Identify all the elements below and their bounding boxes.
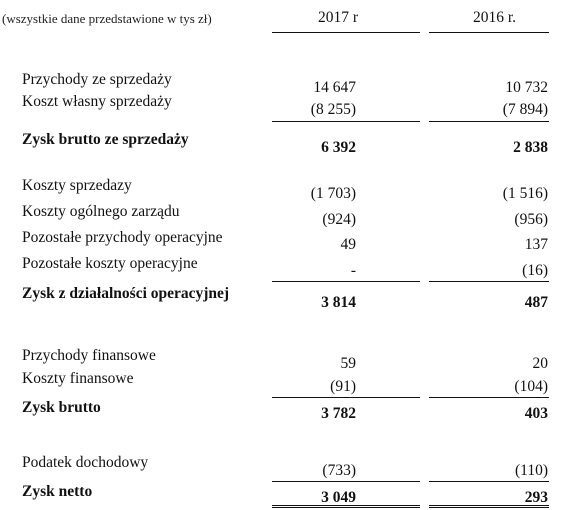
total-double-line-2017 [272,505,420,508]
row-value-2016-financial-income: 20 [532,355,549,372]
row-value-2017-financial-income: 59 [340,355,357,372]
row-label-gross-profit-on-sales: Zysk brutto ze sprzedaży [22,131,189,148]
row-value-2017-income-tax: (733) [322,462,356,479]
row-value-2017-gross-profit-on-sales: 6 392 [321,139,356,156]
subtotal-line-2017 [272,281,420,282]
row-label-cost-of-sales: Koszt własny sprzedaży [22,93,172,110]
row-label-other-operating-income: Pozostałe przychody operacyjne [22,229,223,246]
row-label-income-tax: Podatek dochodowy [22,454,149,471]
subtotal-line-2016 [429,481,549,482]
units-note: (wszystkie dane przedstawione w tys zł) [2,11,212,26]
row-value-2016-income-tax: (110) [515,462,548,479]
column-header-2016: 2016 r. [473,9,517,26]
row-value-2017-financial-costs: (91) [330,378,356,395]
header-underline-2017 [272,32,420,33]
row-value-2017-sales-revenue: 14 647 [313,79,356,96]
row-label-operating-profit: Zysk z działalności operacyjnej [22,285,230,302]
row-value-2017-other-operating-income: 49 [340,236,357,253]
subtotal-line-2017 [272,121,420,122]
row-label-other-operating-costs: Pozostałe koszty operacyjne [22,255,198,272]
row-value-2017-profit-before-tax: 3 782 [321,405,356,422]
subtotal-line-2017 [272,481,420,482]
column-header-2017: 2017 r [318,9,359,26]
total-double-line-2016 [429,505,549,508]
row-label-sales-revenue: Przychody ze sprzedaży [22,71,172,88]
row-value-2016-operating-profit: 487 [524,294,548,311]
row-label-general-admin-costs: Koszty ogólnego zarządu [22,203,180,220]
row-value-2017-operating-profit: 3 814 [321,294,356,311]
row-value-2016-cost-of-sales: (7 894) [502,101,548,118]
row-label-financial-costs: Koszty finansowe [22,370,134,387]
row-value-2016-other-operating-costs: (16) [522,262,548,279]
row-label-financial-income: Przychody finansowe [22,347,156,364]
header-underline-2016 [429,32,549,33]
row-value-2016-sales-revenue: 10 732 [505,79,548,96]
row-label-net-profit: Zysk netto [22,483,93,500]
subtotal-line-2017 [272,397,420,398]
row-value-2017-cost-of-sales: (8 255) [310,101,356,118]
subtotal-line-2016 [429,397,549,398]
row-label-selling-costs: Koszty sprzedazy [22,177,132,194]
row-label-profit-before-tax: Zysk brutto [22,399,101,416]
row-value-2016-profit-before-tax: 403 [524,405,548,422]
subtotal-line-2016 [429,281,549,282]
row-value-2017-net-profit: 3 049 [321,489,356,506]
row-value-2016-general-admin-costs: (956) [514,211,548,228]
row-value-2016-gross-profit-on-sales: 2 838 [513,139,548,156]
row-value-2016-net-profit: 293 [524,489,548,506]
row-value-2017-selling-costs: (1 703) [310,185,356,202]
row-value-2016-other-operating-income: 137 [524,236,548,253]
row-value-2017-general-admin-costs: (924) [322,211,356,228]
row-value-2016-financial-costs: (104) [514,378,548,395]
row-value-2016-selling-costs: (1 516) [502,185,548,202]
row-value-2017-other-operating-costs: - [350,262,356,279]
subtotal-line-2016 [429,121,549,122]
